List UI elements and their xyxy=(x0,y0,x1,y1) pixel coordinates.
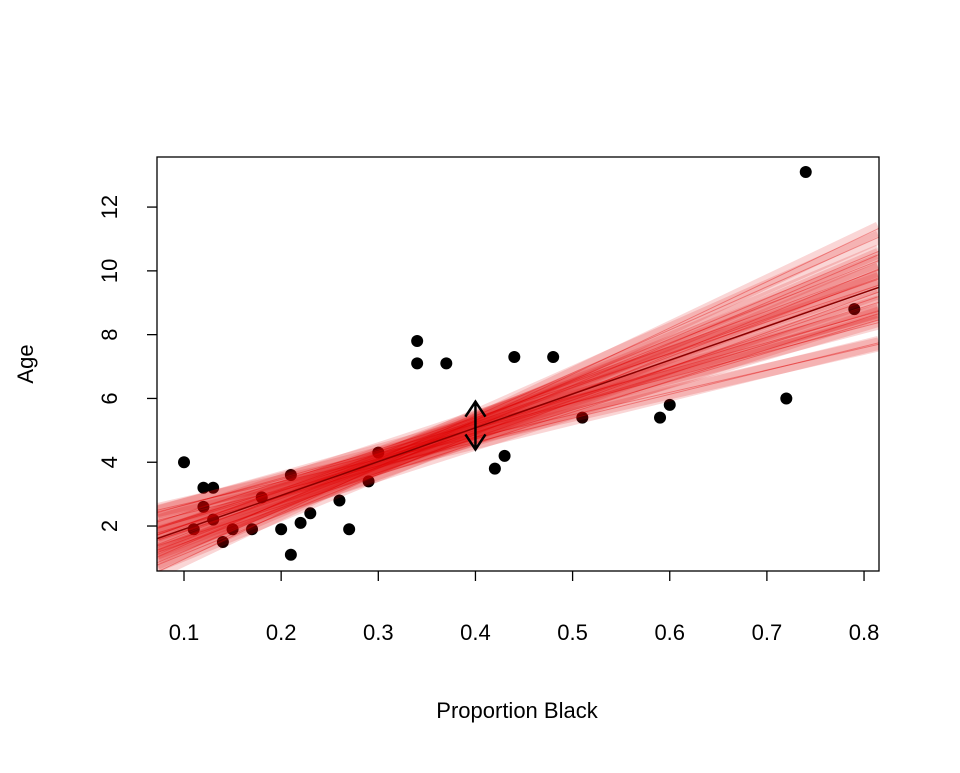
y-tick-label: 12 xyxy=(97,195,122,219)
fit-line-core xyxy=(157,268,879,566)
y-tick-label: 8 xyxy=(97,329,122,341)
point xyxy=(498,449,511,462)
fit-line-core xyxy=(157,278,879,536)
fit-line-core xyxy=(158,227,879,571)
fit-line xyxy=(157,253,879,552)
fit-line-core xyxy=(157,236,879,558)
x-tick-label: 0.1 xyxy=(169,620,200,645)
point xyxy=(333,494,346,507)
fit-line-core xyxy=(157,321,879,513)
point xyxy=(547,350,560,363)
x-tick-label: 0.4 xyxy=(460,620,491,645)
y-axis-label: Age xyxy=(13,344,38,383)
point xyxy=(362,475,375,488)
fit-line-core xyxy=(157,284,879,523)
point xyxy=(654,411,667,424)
fit-line xyxy=(157,337,879,518)
x-tick-label: 0.3 xyxy=(363,620,394,645)
fit-line-core xyxy=(157,260,879,546)
fit-line-core xyxy=(157,295,879,542)
point xyxy=(304,507,317,520)
point xyxy=(294,516,307,529)
x-tick-label: 0.5 xyxy=(557,620,588,645)
fit-line-core xyxy=(157,269,879,536)
fit-line-core xyxy=(157,254,879,564)
fit-line xyxy=(157,278,879,529)
point xyxy=(284,548,297,561)
x-tick-label: 0.7 xyxy=(752,620,783,645)
arrow xyxy=(464,399,487,452)
y-tick-label: 4 xyxy=(97,456,122,468)
point xyxy=(207,481,220,494)
point xyxy=(411,335,424,348)
fit-line xyxy=(157,303,879,536)
fit-line xyxy=(157,271,879,557)
fit-line xyxy=(157,295,879,535)
point xyxy=(372,446,385,459)
y-tick-label: 10 xyxy=(97,259,122,283)
point xyxy=(440,357,453,370)
plot-area xyxy=(157,165,879,571)
x-tick-label: 0.8 xyxy=(849,620,880,645)
fit-line-core xyxy=(157,277,879,551)
point xyxy=(246,523,259,536)
fit-line xyxy=(157,285,879,560)
fit-line xyxy=(157,262,879,571)
plot-frame xyxy=(156,156,880,572)
point xyxy=(799,165,812,178)
mean-line xyxy=(157,286,879,540)
y-tick-label: 6 xyxy=(97,392,122,404)
fit-line xyxy=(157,222,879,571)
fit-line-core xyxy=(157,310,879,514)
fit-line xyxy=(157,315,879,519)
point xyxy=(255,491,268,504)
point xyxy=(343,523,356,536)
fit-line xyxy=(157,248,879,570)
fit-line xyxy=(157,272,879,542)
fit-line xyxy=(157,335,879,528)
point xyxy=(848,303,861,316)
point xyxy=(226,523,239,536)
y-tick-label: 2 xyxy=(97,520,122,532)
point xyxy=(197,500,210,513)
point xyxy=(411,357,424,370)
x-tick-label: 0.2 xyxy=(266,620,297,645)
fit-line xyxy=(157,263,879,542)
point xyxy=(780,392,793,405)
point xyxy=(284,468,297,481)
point xyxy=(275,523,288,536)
fit-line-core xyxy=(157,301,879,528)
fit-line-core xyxy=(157,250,879,556)
point xyxy=(216,535,229,548)
fit-line-core xyxy=(157,291,879,554)
point xyxy=(197,481,210,494)
fit-line-core xyxy=(157,342,879,522)
fit-line xyxy=(157,304,879,520)
fit-line-core xyxy=(157,343,879,511)
point xyxy=(663,398,676,411)
fit-line xyxy=(157,306,879,553)
fit-line xyxy=(157,289,879,548)
point xyxy=(488,462,501,475)
point xyxy=(508,350,521,363)
fit-line xyxy=(157,244,879,562)
point xyxy=(178,456,191,469)
fit-line-core xyxy=(157,309,879,529)
point xyxy=(576,411,589,424)
fit-line xyxy=(157,230,879,564)
fit-line-core xyxy=(157,313,879,547)
x-axis-label: Proportion Black xyxy=(436,698,598,723)
x-tick-label: 0.6 xyxy=(654,620,685,645)
